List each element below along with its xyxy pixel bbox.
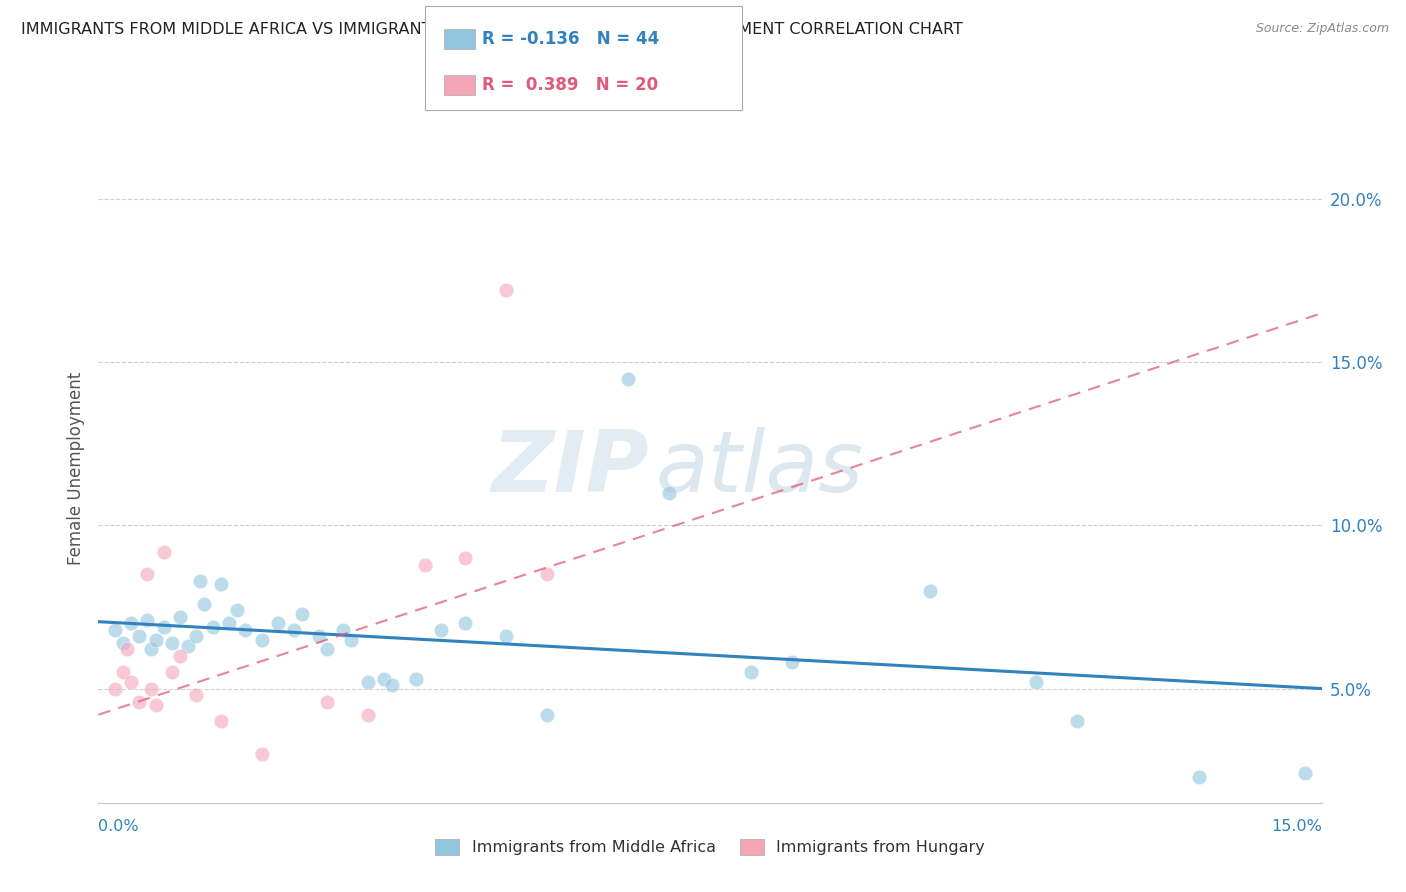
Point xyxy=(145,632,167,647)
Point xyxy=(658,485,681,500)
Text: R = -0.136   N = 44: R = -0.136 N = 44 xyxy=(482,30,659,48)
Point xyxy=(169,648,191,663)
Point xyxy=(250,632,273,647)
Point xyxy=(160,665,183,680)
Point xyxy=(152,544,174,558)
Point xyxy=(104,623,127,637)
Text: atlas: atlas xyxy=(655,426,863,510)
Point xyxy=(617,371,640,385)
Point xyxy=(218,616,240,631)
Point xyxy=(454,551,477,566)
Point xyxy=(120,675,142,690)
Point xyxy=(332,623,354,637)
Point xyxy=(169,609,191,624)
Point xyxy=(740,665,762,680)
Point xyxy=(267,616,290,631)
Point xyxy=(104,681,127,696)
Point xyxy=(136,567,159,582)
Point xyxy=(495,629,517,643)
Point xyxy=(136,613,159,627)
Point xyxy=(115,642,138,657)
Point xyxy=(160,636,183,650)
Text: ZIP: ZIP xyxy=(491,426,648,510)
Point xyxy=(381,678,404,692)
Point xyxy=(209,577,232,591)
Point xyxy=(226,603,249,617)
Point xyxy=(430,623,453,637)
Text: 0.0%: 0.0% xyxy=(98,819,139,834)
Legend: Immigrants from Middle Africa, Immigrants from Hungary: Immigrants from Middle Africa, Immigrant… xyxy=(429,832,991,862)
Text: 15.0%: 15.0% xyxy=(1271,819,1322,834)
Point xyxy=(193,597,215,611)
Point xyxy=(413,558,436,572)
Point xyxy=(111,665,134,680)
Point xyxy=(536,707,558,722)
Point xyxy=(120,616,142,631)
Point xyxy=(1188,770,1211,784)
Point xyxy=(283,623,305,637)
Point xyxy=(141,681,163,696)
Text: IMMIGRANTS FROM MIDDLE AFRICA VS IMMIGRANTS FROM HUNGARY FEMALE UNEMPLOYMENT COR: IMMIGRANTS FROM MIDDLE AFRICA VS IMMIGRA… xyxy=(21,22,963,37)
Point xyxy=(1025,675,1047,690)
Point xyxy=(356,675,378,690)
Point xyxy=(315,642,337,657)
Point xyxy=(340,632,363,647)
Point xyxy=(209,714,232,729)
Point xyxy=(1294,766,1316,780)
Point xyxy=(233,623,256,637)
Text: Source: ZipAtlas.com: Source: ZipAtlas.com xyxy=(1256,22,1389,36)
Point xyxy=(145,698,167,712)
Point xyxy=(373,672,395,686)
Point xyxy=(1066,714,1088,729)
Point xyxy=(152,619,174,633)
Point xyxy=(111,636,134,650)
Point xyxy=(128,629,150,643)
Point xyxy=(315,695,337,709)
Y-axis label: Female Unemployment: Female Unemployment xyxy=(66,372,84,565)
Point xyxy=(186,629,208,643)
Point xyxy=(250,747,273,761)
Point xyxy=(780,656,803,670)
Point xyxy=(405,672,427,686)
Point xyxy=(920,583,942,598)
Point xyxy=(188,574,212,588)
Point xyxy=(356,707,378,722)
Point xyxy=(141,642,163,657)
Point xyxy=(495,284,517,298)
Text: R =  0.389   N = 20: R = 0.389 N = 20 xyxy=(482,76,658,94)
Point xyxy=(291,607,314,621)
Point xyxy=(128,695,150,709)
Point xyxy=(536,567,558,582)
Point xyxy=(177,639,200,653)
Point xyxy=(201,619,224,633)
Point xyxy=(308,629,330,643)
Point xyxy=(186,688,208,702)
Point xyxy=(454,616,477,631)
